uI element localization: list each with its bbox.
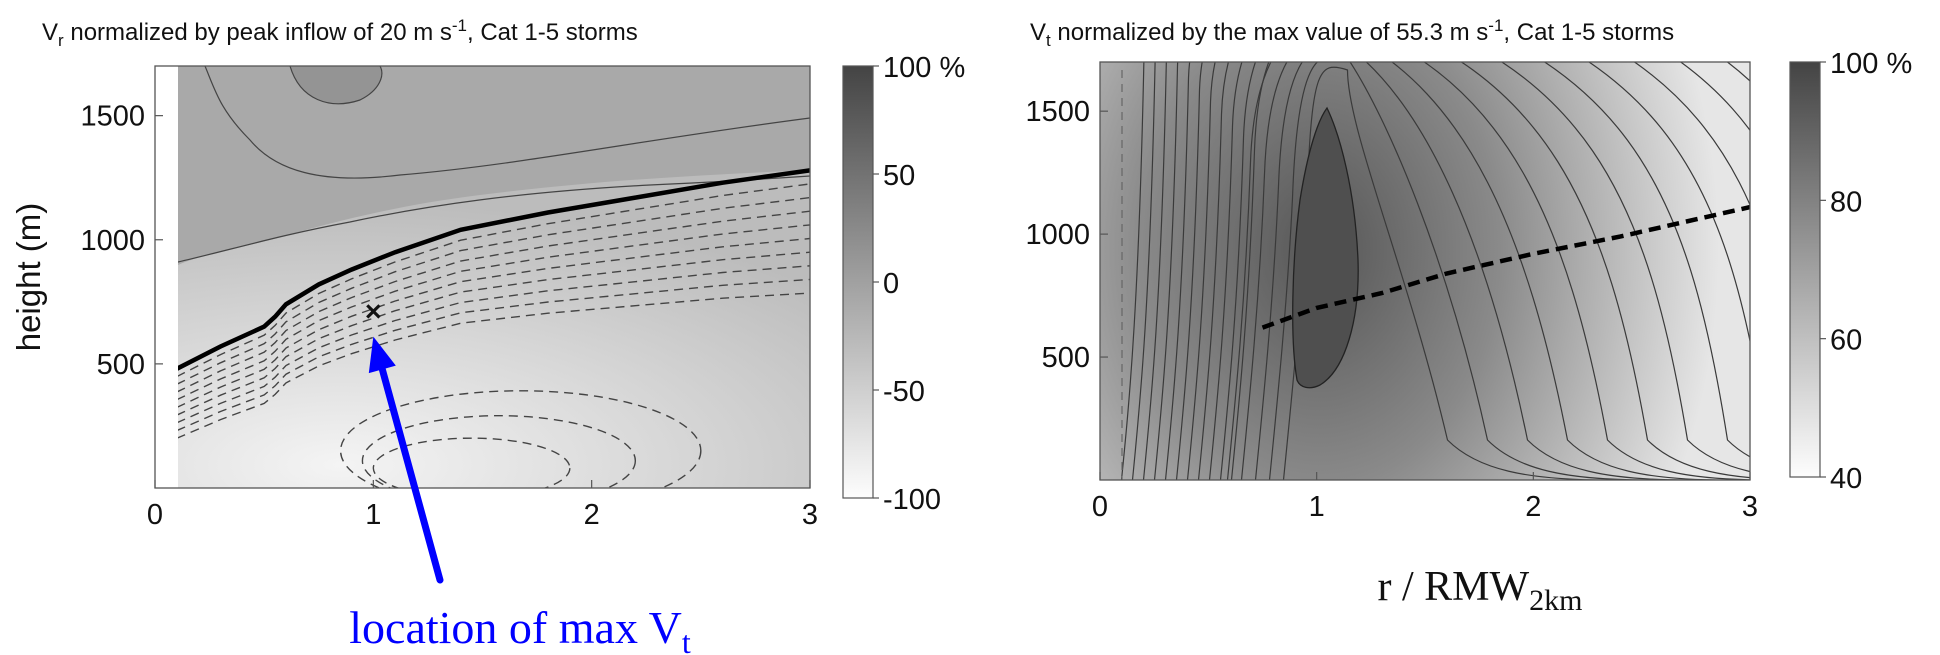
vr-x-tick-label: 3 [802, 499, 818, 531]
vr-dashed-contour [178, 251, 810, 416]
vt-x-tick-label: 0 [1092, 491, 1108, 523]
vt-contour [1153, 62, 1179, 480]
vt-contour-field [1100, 62, 1750, 480]
vt-contour [1197, 62, 1750, 480]
vr-x-tick-label: 2 [584, 499, 600, 531]
vt-colorbar-tick-label: 100 % [1830, 48, 1912, 80]
vr-x-tick-label: 0 [147, 499, 163, 531]
vt-contour-lines [1120, 62, 1750, 480]
vt-colorbar-tick-label: 60 [1830, 325, 1862, 357]
vr-colorbar-tick-label: -50 [883, 376, 925, 408]
vt-y-tick-label: 500 [1042, 342, 1090, 374]
vt-x-tick-label: 2 [1525, 491, 1541, 523]
vr-zero-contour [178, 168, 810, 371]
vr-plot-frame [154, 65, 811, 489]
vr-colorbar-tick-label: 50 [883, 160, 915, 192]
vr-contour-field: × [178, 66, 810, 488]
vr-y-axis-label: height (m) [10, 203, 47, 352]
vr-title: Vr normalized by peak inflow of 20 m s-1… [42, 16, 638, 50]
vr-y-tick-label: 500 [97, 349, 145, 381]
vr-dashed-loop [361, 415, 636, 488]
vr-dashed-contour [178, 183, 810, 377]
vr-outflow-core [290, 66, 382, 104]
vt-x-tick-label: 1 [1309, 491, 1325, 523]
vt-contour [1254, 62, 1688, 480]
vr-colorbar [842, 65, 874, 499]
vt-contour [1230, 62, 1750, 480]
vt-colorbar-ticks: 100 % 80 60 40 [1820, 48, 1912, 495]
vr-y-tick-label: 1500 [80, 101, 145, 133]
vt-plot-frame [1099, 61, 1751, 481]
vr-dashed-contour [178, 224, 810, 400]
vt-colorbar-tick-label: 80 [1830, 186, 1862, 218]
vt-contour [1164, 62, 1750, 480]
vr-dashed-contour [178, 196, 810, 385]
vt-title: Vt normalized by the max value of 55.3 m… [1030, 16, 1674, 50]
vr-dashed-contour [178, 278, 810, 431]
vt-fill [1100, 62, 1750, 480]
vr-dashed-contours [178, 183, 810, 488]
vr-panel: Vr normalized by peak inflow of 20 m s-1… [10, 16, 965, 655]
vt-contour [1131, 62, 1156, 480]
annotation-arrow [378, 365, 444, 584]
vr-y-ticks: 500 1000 1500 [80, 101, 163, 381]
vt-contour [1219, 62, 1750, 480]
vt-contour [1240, 62, 1728, 480]
vt-y-tick-label: 1000 [1025, 219, 1090, 251]
vt-contour [1268, 62, 1648, 480]
vr-dashed-contour [178, 265, 810, 424]
vr-dashed-contour [178, 292, 810, 439]
vr-colorbar-tick-label: -100 [883, 484, 941, 516]
vt-colorbar-tick-label: 40 [1830, 463, 1862, 495]
vr-colorbar-tick-label: 0 [883, 268, 899, 300]
vt-contour [1120, 62, 1145, 480]
vt-y-ticks: 500 1000 1500 [1025, 96, 1108, 374]
vt-rmw-curve [1261, 204, 1750, 330]
vr-x-tick-label: 1 [365, 499, 381, 531]
vr-dashed-contour [178, 210, 810, 393]
vr-x-ticks: 0 1 2 3 [147, 480, 818, 531]
vt-y-tick-label: 1500 [1025, 96, 1090, 128]
vr-dashed-loop [339, 390, 702, 488]
vt-panel: Vt normalized by the max value of 55.3 m… [1025, 16, 1912, 617]
vt-x-ticks: 0 1 2 3 [1092, 472, 1758, 523]
vr-colorbar-tick-label: 100 % [883, 52, 965, 84]
vr-y-tick-label: 1000 [80, 225, 145, 257]
vt-max-core [1292, 106, 1359, 389]
vr-dashed-loop [372, 437, 571, 488]
vr-outflow-region [178, 66, 810, 265]
vt-contour [1226, 62, 1750, 480]
vt-contour [1208, 62, 1750, 480]
vt-contour [1175, 62, 1750, 480]
vt-x-axis-label: r / RMW2km [1378, 564, 1583, 617]
vt-x-tick-label: 3 [1742, 491, 1758, 523]
vt-colorbar [1789, 61, 1821, 478]
vr-colorbar-ticks: 100 % 50 0 -50 -100 [873, 52, 965, 516]
vr-dashed-contour [178, 237, 810, 408]
vt-contour [1142, 62, 1167, 480]
vt-contour [1186, 62, 1750, 480]
max-vt-marker: × [365, 296, 382, 328]
annotation-text: location of max Vt [349, 602, 691, 655]
annotation-arrowhead [368, 336, 396, 374]
